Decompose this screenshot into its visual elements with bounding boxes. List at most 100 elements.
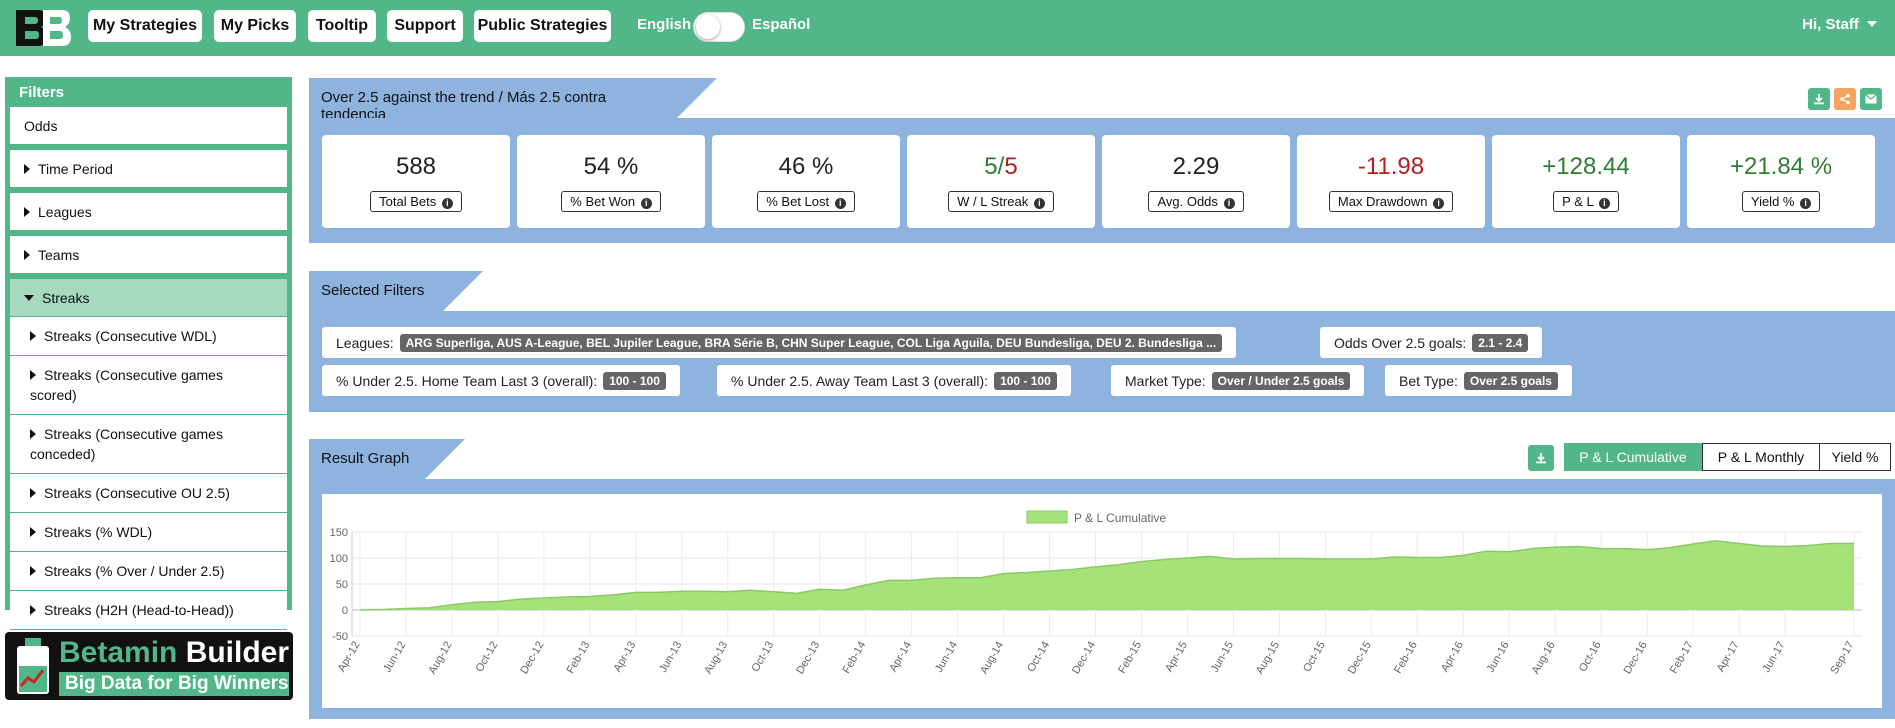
sidebar-subitem-consecutive-ou[interactable]: Streaks (Consecutive OU 2.5) (10, 474, 287, 513)
info-icon: i (1223, 198, 1235, 209)
x-tick-label: Feb-14 (840, 640, 868, 676)
stat-value: 588 (395, 153, 437, 180)
stat-avg-odds: 2.29 Avg. Odds i (1102, 135, 1290, 228)
info-icon: i (1433, 198, 1445, 209)
stat-value: -11.98 (1357, 153, 1425, 180)
y-tick-label: 100 (330, 553, 348, 565)
info-icon: i (640, 198, 652, 209)
x-tick-label: Apr-12 (336, 640, 363, 675)
stat-value: 46 % (778, 153, 834, 180)
legend-swatch (1026, 510, 1068, 524)
x-tick-label: Feb-16 (1392, 640, 1420, 676)
language-toggle[interactable] (693, 12, 745, 42)
x-tick-label: Apr-14 (887, 640, 914, 675)
filter-value-badge: Over 2.5 goals (1463, 371, 1558, 390)
stat-value: 54 % (583, 153, 639, 180)
caret-right-icon (30, 488, 36, 498)
stat-label[interactable]: % Bet Lost i (757, 191, 855, 212)
caret-down-icon (24, 294, 34, 301)
graph-download-icon[interactable] (1528, 445, 1554, 471)
email-icon[interactable] (1860, 88, 1882, 110)
stat-label[interactable]: W / L Streak i (948, 191, 1054, 212)
sidebar-subitem-pct-wdl[interactable]: Streaks (% WDL) (10, 513, 287, 552)
sidebar-subitem-label: Streaks (% WDL) (44, 524, 153, 540)
x-tick-label: Jun-12 (381, 640, 408, 675)
share-icon[interactable] (1834, 88, 1856, 110)
y-tick-label: 50 (336, 579, 348, 591)
y-tick-label: 0 (342, 605, 348, 617)
filter-chip-away-under: % Under 2.5. Away Team Last 3 (overall):… (717, 365, 1071, 396)
stat-label[interactable]: Avg. Odds i (1148, 191, 1244, 212)
sidebar-subitem-consecutive-scored[interactable]: Streaks (Consecutive games scored) (10, 356, 287, 415)
graph-btn-yield[interactable]: Yield % (1819, 443, 1891, 471)
filter-chip-odds: Odds Over 2.5 goals: 2.1 - 2.4 (1320, 327, 1543, 358)
sidebar-subitem-label: Streaks (% Over / Under 2.5) (44, 563, 225, 579)
selected-filters-title: Selected Filters (321, 282, 425, 299)
filter-value-badge: Over / Under 2.5 goals (1211, 371, 1351, 390)
stat-label[interactable]: Max Drawdown i (1328, 191, 1454, 212)
sidebar-item-label: Time Period (38, 160, 113, 177)
sidebar-subitem-consecutive-wdl[interactable]: Streaks (Consecutive WDL) (10, 317, 287, 356)
stat-value: +21.84 % (1729, 153, 1833, 180)
stat-bet-lost: 46 % % Bet Lost i (712, 135, 900, 228)
info-icon: i (834, 198, 846, 209)
filter-value-badge: 2.1 - 2.4 (1472, 333, 1529, 352)
caret-right-icon (24, 206, 30, 217)
x-tick-label: Jun-13 (657, 640, 684, 675)
nav-support[interactable]: Support (387, 10, 463, 42)
sidebar-item-label: Streaks (42, 289, 90, 306)
user-menu[interactable]: Hi, Staff (1802, 16, 1877, 33)
promo-title: Betamin Builder (59, 636, 290, 669)
x-tick-label: Oct-12 (474, 640, 501, 675)
stat-wl-streak: 5/5 W / L Streak i (907, 135, 1095, 228)
x-tick-label: Aug-16 (1530, 640, 1558, 677)
caret-right-icon (30, 429, 36, 439)
sidebar-item-streaks[interactable]: Streaks (10, 279, 287, 317)
betamin-builder-banner[interactable]: Betamin Builder Big Data for Big Winners (5, 632, 293, 700)
stat-label[interactable]: P & L i (1553, 191, 1619, 212)
betamin-logo-icon[interactable] (14, 8, 72, 48)
pl-cumulative-chart: P & L Cumulative -50 0 50 100 150 Apr-12 Jun-12… (330, 510, 1862, 677)
sidebar-subitem-consecutive-conceded[interactable]: Streaks (Consecutive games conceded) (10, 415, 287, 474)
sidebar-subitem-label: Streaks (Consecutive OU 2.5) (44, 485, 230, 501)
x-tick-label: Oct-13 (749, 640, 776, 675)
filter-chip-home-under: % Under 2.5. Home Team Last 3 (overall):… (322, 365, 680, 396)
x-tick-label: Feb-15 (1116, 640, 1144, 676)
graph-btn-pl-monthly[interactable]: P & L Monthly (1702, 443, 1820, 471)
x-tick-label: Apr-16 (1439, 640, 1466, 675)
sidebar-item-leagues[interactable]: Leagues (10, 193, 287, 231)
x-tick-label: Dec-13 (794, 640, 822, 677)
sidebar-item-label: Leagues (38, 203, 92, 220)
y-tick-label: 150 (330, 527, 348, 539)
graph-btn-pl-cumulative[interactable]: P & L Cumulative (1564, 443, 1702, 471)
sidebar-subitem-label: Streaks (H2H (Head-to-Head)) (44, 602, 234, 618)
nav-public-strategies[interactable]: Public Strategies (474, 10, 611, 42)
x-tick-label: Sep-17 (1828, 640, 1856, 677)
x-tick-label: Aug-15 (1254, 640, 1282, 677)
nav-tooltip[interactable]: Tooltip (308, 10, 376, 42)
sidebar-item-time-period[interactable]: Time Period (10, 150, 287, 188)
stat-label[interactable]: % Bet Won i (561, 191, 661, 212)
x-tick-label: Oct-16 (1577, 640, 1604, 675)
sidebar-item-teams[interactable]: Teams (10, 236, 287, 274)
lang-espanol-label: Español (752, 16, 811, 33)
x-tick-label: Apr-17 (1715, 640, 1742, 675)
x-tick-label: Feb-17 (1668, 640, 1696, 676)
pl-cumulative-line (359, 540, 1854, 611)
sidebar-item-odds[interactable]: Odds (10, 107, 287, 145)
sidebar-subitem-label: Streaks (Consecutive games conceded) (30, 426, 223, 462)
caret-right-icon (30, 566, 36, 576)
sidebar-subitem-pct-over-under[interactable]: Streaks (% Over / Under 2.5) (10, 552, 287, 591)
stat-label[interactable]: Yield % i (1741, 191, 1821, 212)
sidebar-subitem-h2h[interactable]: Streaks (H2H (Head-to-Head)) (10, 591, 287, 630)
stat-label[interactable]: Total Bets i (370, 191, 462, 212)
x-tick-label: Oct-14 (1025, 640, 1052, 675)
filter-value-badge: 100 - 100 (994, 371, 1057, 390)
x-tick-label: Dec-15 (1346, 640, 1374, 677)
download-icon[interactable] (1808, 88, 1830, 110)
x-tick-label: Dec-16 (1622, 640, 1650, 677)
nav-my-strategies[interactable]: My Strategies (88, 10, 202, 42)
pl-cumulative-area (360, 540, 1854, 610)
user-greeting: Hi, Staff (1802, 16, 1859, 33)
nav-my-picks[interactable]: My Picks (214, 10, 296, 42)
